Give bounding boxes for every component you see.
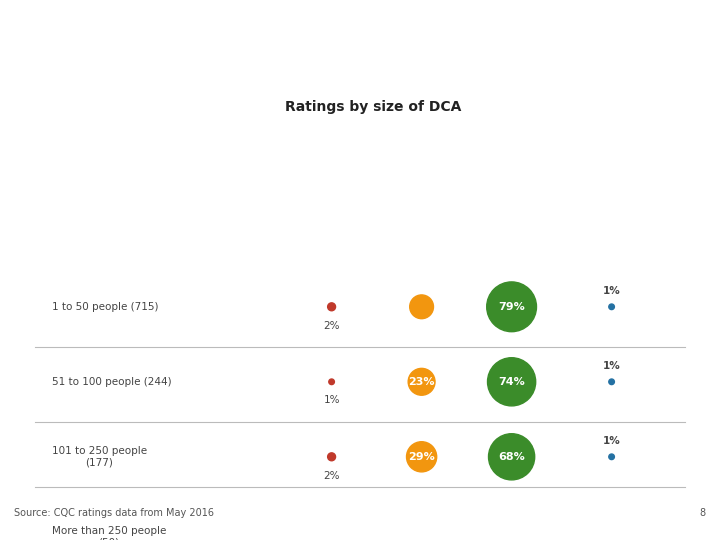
Text: Overall ratings by size of DCA: Overall ratings by size of DCA [18,28,485,56]
Circle shape [492,517,532,540]
Text: 1%: 1% [603,436,621,446]
Circle shape [405,519,439,540]
Circle shape [407,442,436,472]
Text: 74%: 74% [498,377,525,387]
Text: 38%: 38% [408,532,435,540]
Circle shape [328,453,336,461]
Circle shape [487,282,536,332]
Circle shape [328,303,336,310]
Text: 1%: 1% [603,361,621,371]
Text: 8: 8 [699,508,706,518]
Circle shape [410,295,433,319]
Text: 2%: 2% [323,471,340,481]
Circle shape [609,379,614,384]
Text: Care Quality: Care Quality [630,24,707,35]
Text: Commission: Commission [630,49,705,59]
Text: 1%: 1% [603,286,621,296]
Text: 101 to 250 people
(177): 101 to 250 people (177) [52,446,147,468]
Text: Ratings by size of DCA: Ratings by size of DCA [285,100,462,114]
Text: 52%: 52% [498,532,525,540]
Circle shape [487,357,536,406]
Text: 29%: 29% [408,452,435,462]
Text: 2%: 2% [323,321,340,331]
Circle shape [609,304,614,309]
Text: Source: CQC ratings data from May 2016: Source: CQC ratings data from May 2016 [14,508,215,518]
Text: 68%: 68% [498,452,525,462]
Text: 1%: 1% [323,395,340,404]
Circle shape [329,379,334,384]
Text: More than 250 people
(50): More than 250 people (50) [52,526,166,540]
Circle shape [323,528,341,540]
Text: 51 to 100 people (244): 51 to 100 people (244) [52,377,171,387]
Text: 23%: 23% [408,377,435,387]
Circle shape [408,368,435,395]
Text: 1 to 50 people (715): 1 to 50 people (715) [52,302,158,312]
Circle shape [488,434,535,480]
Text: 79%: 79% [498,302,525,312]
Circle shape [609,454,614,460]
